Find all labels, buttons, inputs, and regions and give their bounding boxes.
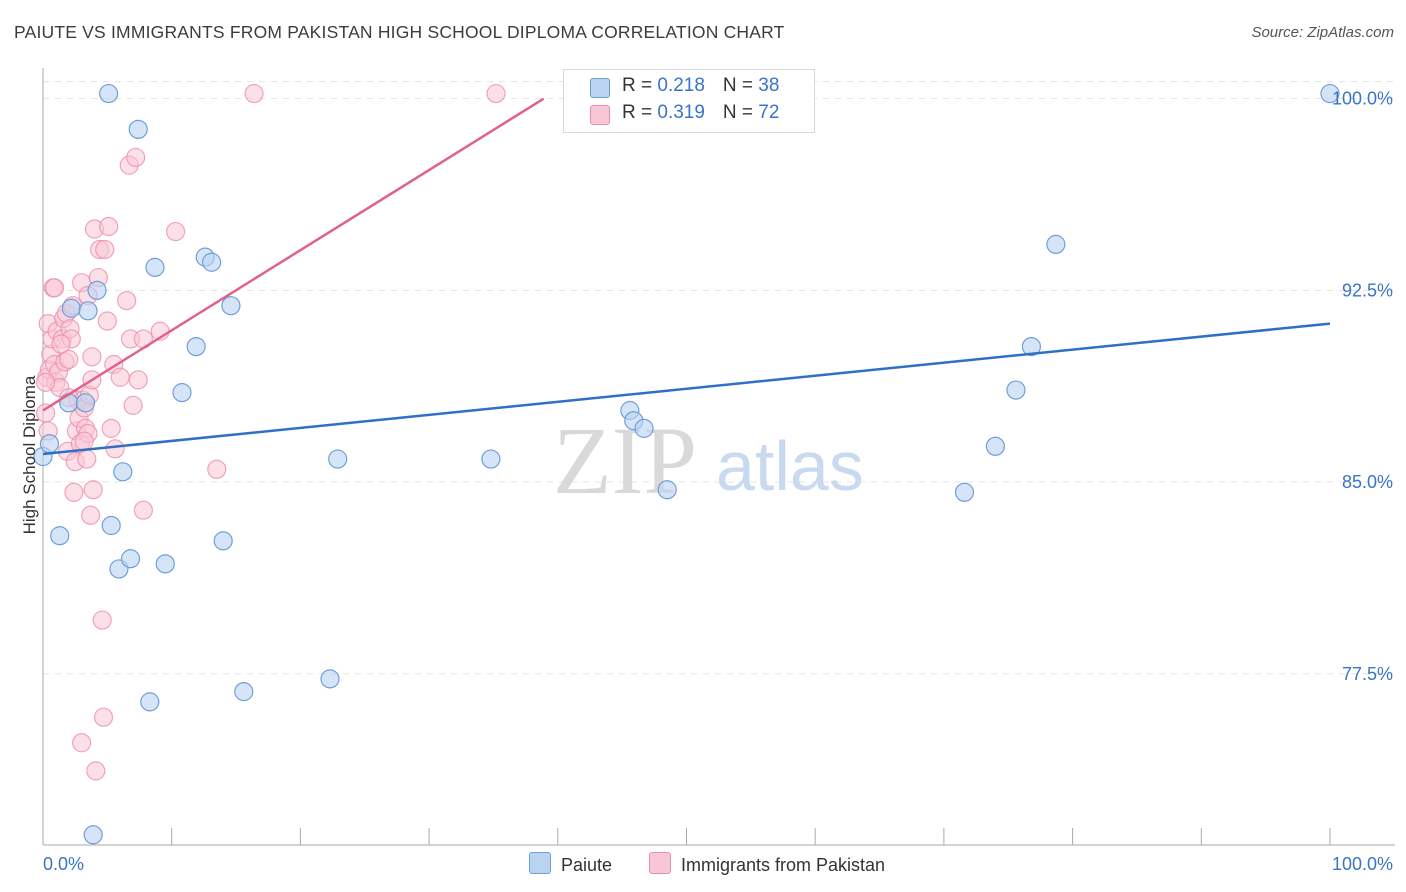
grid-lines [43, 81, 1395, 675]
paiute-legend-swatch [529, 852, 551, 874]
source-label: Source: ZipAtlas.com [1251, 24, 1394, 41]
pakistan-points [35, 83, 506, 781]
pakistan-point [93, 707, 114, 727]
correlation-legend: R = 0.218 N = 38 R = 0.319 N = 72 [563, 69, 815, 133]
paiute-point [481, 449, 501, 469]
paiute-point [172, 383, 192, 403]
paiute-point [83, 825, 103, 845]
paiute-swatch [590, 78, 610, 98]
paiute-point [320, 669, 340, 689]
paiute-point [213, 531, 233, 551]
pakistan-point [44, 278, 65, 298]
paiute-legend-label: Paiute [561, 855, 613, 875]
paiute-point [1006, 380, 1026, 400]
paiute-point [113, 462, 133, 482]
x-tick-label: 100.0% [1332, 854, 1393, 874]
pakistan-point [95, 239, 115, 260]
r-label: R = [622, 102, 658, 123]
paiute-point [140, 692, 160, 712]
trend-lines [42, 97, 1331, 456]
pakistan-point [207, 459, 227, 479]
paiute-point [201, 252, 222, 272]
paiute-points [33, 83, 1340, 845]
paiute-point [1320, 83, 1340, 104]
paiute-point [1021, 336, 1042, 357]
pakistan-point [99, 216, 119, 237]
pakistan-trend-line [42, 97, 545, 412]
chart-title: PAIUTE VS IMMIGRANTS FROM PAKISTAN HIGH … [14, 22, 785, 42]
pakistan-point [97, 311, 117, 331]
n-label: N = [722, 102, 759, 123]
paiute-point [186, 336, 206, 357]
paiute-point [221, 296, 241, 316]
pakistan-legend-swatch [649, 852, 671, 874]
paiute-point [328, 449, 348, 469]
pakistan-point [35, 372, 56, 392]
paiute-point [75, 393, 96, 413]
y-tick-label: 77.5% [1342, 664, 1393, 684]
pakistan-point [165, 221, 186, 242]
pakistan-point [51, 334, 71, 354]
y-axis-label: High School Diploma [20, 375, 39, 534]
pakistan-point [92, 610, 112, 630]
paiute-point [128, 119, 148, 139]
pakistan-point [72, 733, 92, 753]
n-value: 72 [758, 102, 780, 123]
paiute-point [155, 554, 175, 574]
paiute-point [234, 682, 254, 702]
y-tick-label: 100.0% [1332, 89, 1393, 109]
bottom-legend-pakistan: Immigrants from Pakistan [649, 852, 885, 876]
pakistan-point [133, 500, 153, 520]
pakistan-point [35, 403, 56, 423]
paiute-point [985, 436, 1005, 456]
r-label: R = [622, 75, 658, 96]
paiute-point [39, 434, 60, 454]
paiute-point [145, 257, 165, 277]
pakistan-point [59, 349, 79, 369]
pakistan-point [123, 395, 143, 415]
paiute-point [59, 393, 79, 413]
y-tick-label: 85.0% [1342, 472, 1393, 492]
paiute-point [954, 482, 975, 502]
pakistan-point [82, 347, 102, 367]
pakistan-point [117, 290, 137, 311]
pakistan-legend-label: Immigrants from Pakistan [681, 855, 886, 875]
pakistan-swatch [590, 105, 610, 125]
paiute-point [101, 515, 121, 536]
paiute-point [1046, 234, 1066, 254]
n-value: 38 [758, 75, 780, 96]
tick-labels: 77.5% 85.0% 92.5% 100.0% 0.0% 100.0% [43, 89, 1393, 874]
r-value: 0.218 [657, 75, 705, 96]
paiute-point [78, 301, 98, 321]
pakistan-point [244, 83, 264, 104]
pakistan-point [64, 482, 84, 502]
paiute-point [99, 83, 119, 104]
pakistan-point [110, 367, 130, 387]
paiute-point [120, 549, 141, 569]
pakistan-point [128, 370, 148, 390]
paiute-point [657, 480, 677, 500]
pakistan-point [101, 418, 121, 438]
pakistan-point [486, 83, 506, 104]
r-value: 0.319 [657, 102, 705, 123]
n-label: N = [722, 75, 759, 96]
pakistan-point [86, 761, 106, 781]
bottom-legend-paiute: Paiute [529, 852, 612, 876]
pakistan-point [126, 147, 146, 168]
pakistan-point [74, 431, 94, 451]
x-tick-label: 0.0% [43, 854, 84, 874]
paiute-point [87, 280, 107, 300]
paiute-trend-line [42, 322, 1331, 456]
pakistan-point [105, 439, 125, 459]
pakistan-point [83, 480, 103, 500]
paiute-point [50, 526, 70, 546]
paiute-point [634, 418, 654, 438]
pakistan-point [81, 505, 101, 525]
watermark: ZIP atlas [553, 407, 864, 514]
paiute-point [61, 298, 81, 318]
y-tick-label: 92.5% [1342, 280, 1393, 300]
watermark-atlas: atlas [716, 427, 864, 505]
pakistan-point [77, 449, 97, 469]
